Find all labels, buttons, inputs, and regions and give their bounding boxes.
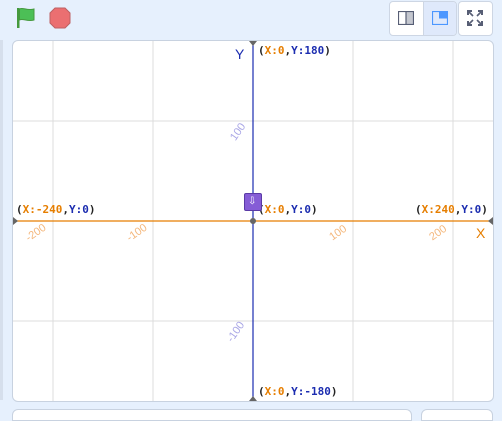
y-axis-label: Y (235, 46, 245, 62)
small-stage-icon (398, 11, 414, 25)
stage-size-toggle (389, 1, 457, 36)
green-flag-icon[interactable] (14, 6, 38, 30)
coord-right: (X:240,Y:0) (415, 203, 488, 216)
xy-grid (13, 41, 493, 401)
normal-stage-button[interactable] (423, 2, 456, 35)
stage-toolbar (0, 0, 502, 40)
coord-center: (X:0,Y:0) (258, 203, 318, 216)
coord-bottom: (X:0,Y:-180) (258, 385, 338, 398)
sprite[interactable]: ⇩ (244, 193, 262, 211)
fullscreen-button[interactable] (458, 1, 493, 36)
normal-stage-icon (432, 11, 448, 25)
left-panel-edge (0, 40, 3, 400)
coord-top: (X:0,Y:180) (258, 44, 331, 57)
stage-canvas[interactable]: Y X (X:0,Y:180) (X:0,Y:-180) (X:-240,Y:0… (12, 40, 494, 402)
sprite-costume-icon: ⇩ (248, 196, 257, 207)
coord-left: (X:-240,Y:0) (16, 203, 96, 216)
fullscreen-icon (467, 10, 483, 26)
sprite-pane-edge (12, 409, 412, 421)
x-axis-label: X (476, 225, 486, 241)
small-stage-button[interactable] (390, 2, 423, 35)
stop-icon[interactable] (48, 6, 72, 30)
stage-pane-edge (421, 409, 493, 421)
